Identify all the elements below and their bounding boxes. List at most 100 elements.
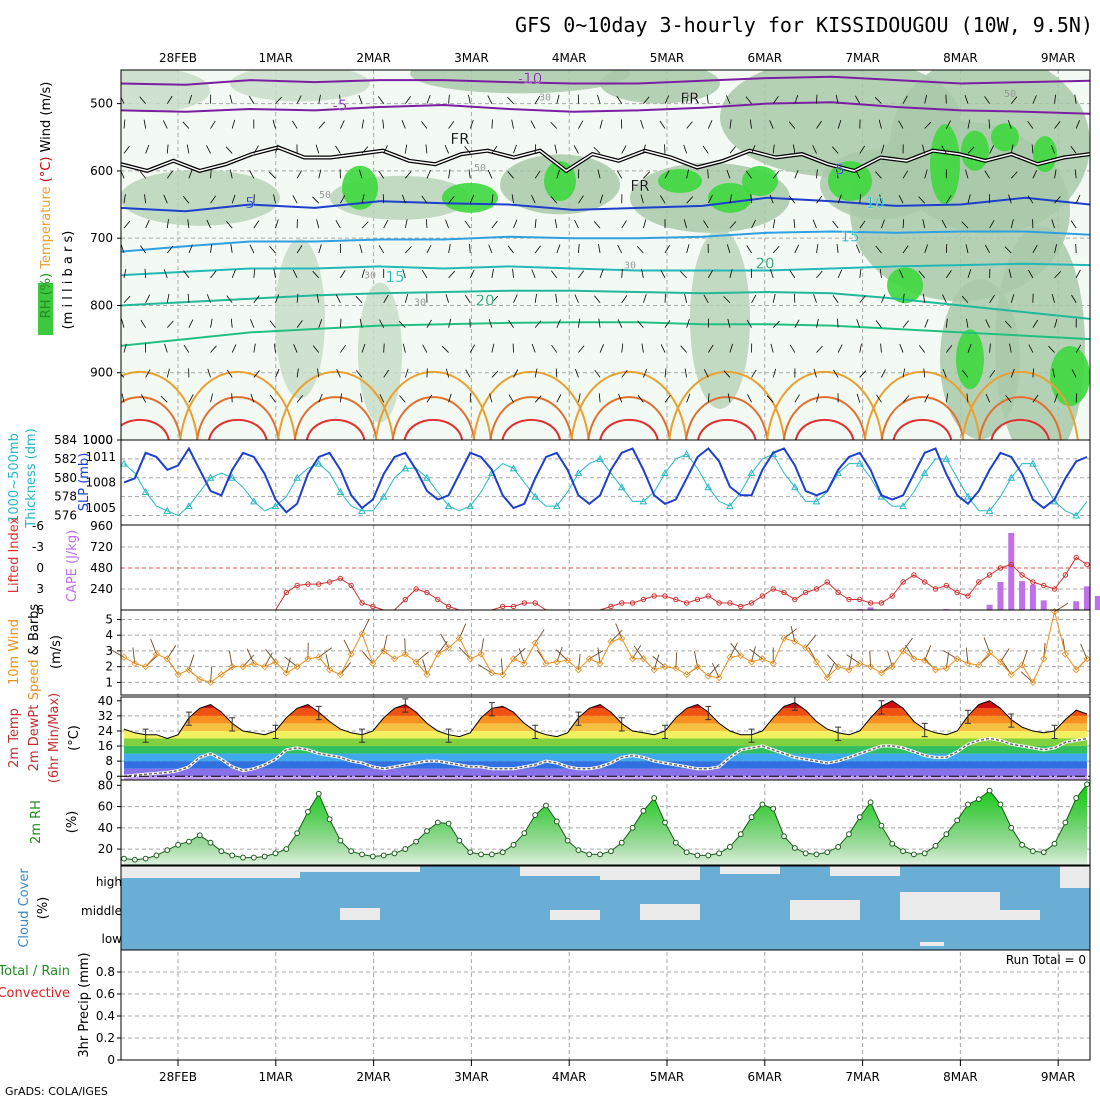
rh-marker xyxy=(250,854,257,861)
wind-barb xyxy=(967,119,971,129)
wind-barb xyxy=(491,268,494,278)
wind-barb xyxy=(489,393,493,403)
lifted-index-marker xyxy=(370,603,376,610)
cape-tick-label: 720 xyxy=(90,540,113,554)
minmax-whisker xyxy=(272,724,279,739)
lifted-index-marker xyxy=(1019,572,1025,578)
wind-speed-marker xyxy=(628,655,637,663)
thickness-marker xyxy=(336,487,345,495)
wind-barb xyxy=(879,268,882,278)
contour-label: 20 xyxy=(475,291,494,309)
axis-title: 3hr Precip (mm) xyxy=(77,952,92,1057)
wind-barb xyxy=(404,144,408,154)
panel-frame xyxy=(120,949,1091,1061)
wind-barb xyxy=(855,95,861,104)
axis-title: Lifted Index xyxy=(7,516,22,593)
wind-barb xyxy=(945,195,952,204)
wind-barb xyxy=(188,169,193,179)
wind-barb xyxy=(1004,320,1012,328)
lifted-index-marker xyxy=(705,593,711,599)
wind-barb xyxy=(683,144,688,154)
wind-barb xyxy=(166,644,177,660)
wind-barb xyxy=(680,345,687,353)
y-tick-label: 2 xyxy=(105,660,113,674)
wind-barb xyxy=(250,393,255,403)
wind-barb xyxy=(729,269,733,278)
wind-barb xyxy=(145,294,151,303)
minmax-whisker xyxy=(229,717,236,732)
lifted-index-marker xyxy=(500,603,506,610)
wind-barb xyxy=(121,96,125,104)
wind-barb xyxy=(343,639,352,655)
wind-barb xyxy=(1070,220,1077,229)
rh-marker xyxy=(391,850,398,857)
wind-speed-marker xyxy=(488,669,496,677)
y-tick-label: 16 xyxy=(98,739,113,753)
isotherm-line xyxy=(121,196,1090,213)
wind-barb xyxy=(874,97,882,104)
isotherm-arch xyxy=(179,371,297,440)
wind-barb xyxy=(837,344,843,353)
wind-barb xyxy=(729,194,732,204)
x-tick-label-bottom: 4MAR xyxy=(552,1070,587,1084)
rh-marker xyxy=(510,841,517,848)
wind-barb xyxy=(1075,269,1081,279)
wind-barb xyxy=(358,169,363,179)
minmax-whisker xyxy=(748,728,755,743)
wind-barb xyxy=(487,169,493,179)
wind-barb xyxy=(831,146,839,154)
minmax-whisker xyxy=(532,724,539,739)
wind-barb xyxy=(121,318,125,328)
wind-barb xyxy=(513,294,518,303)
wind-barb xyxy=(1032,170,1038,179)
rh-marker xyxy=(997,801,1004,808)
wind-barb xyxy=(942,294,947,303)
wind-barb xyxy=(144,194,147,204)
rh-marker xyxy=(1084,781,1090,788)
wind-barb xyxy=(875,320,882,328)
wind-barb xyxy=(296,293,299,303)
y-tick-label: 40 xyxy=(98,821,113,835)
wind-barb xyxy=(273,268,276,278)
wind-speed-marker xyxy=(336,670,344,679)
wind-speed-marker xyxy=(120,653,128,661)
wind-barb xyxy=(166,245,174,254)
wind-barb xyxy=(1054,318,1058,328)
wind-barb xyxy=(837,119,842,129)
wind-barb xyxy=(902,95,908,104)
x-tick-label-top: 7MAR xyxy=(845,51,880,65)
rh-marker xyxy=(153,852,160,859)
wind-barb xyxy=(707,120,713,129)
wind-barb xyxy=(794,244,800,254)
rh-high-area xyxy=(442,182,498,213)
wind-barb xyxy=(253,370,260,378)
wind-barb xyxy=(793,219,796,229)
y-tick-label: 24 xyxy=(98,724,113,738)
wind-barb xyxy=(703,220,709,229)
wind-barb xyxy=(985,319,990,328)
minmax-whisker xyxy=(142,728,149,743)
wind-barb xyxy=(989,294,995,303)
wind-barb xyxy=(335,294,341,303)
wind-barb xyxy=(633,645,644,660)
wind-barb xyxy=(1054,169,1057,179)
wind-barb xyxy=(426,319,432,328)
wind-barb xyxy=(924,121,932,129)
wind-barb xyxy=(123,145,130,154)
wind-barb xyxy=(789,344,796,353)
wind-barb xyxy=(642,294,647,303)
rh-marker xyxy=(521,830,528,837)
thickness-marker xyxy=(747,469,756,477)
lifted-index-marker xyxy=(402,596,409,603)
wind-barb xyxy=(121,373,125,378)
y-tick-label: 60 xyxy=(98,800,113,814)
wind-speed-marker xyxy=(639,655,647,663)
wind-barb xyxy=(833,369,839,378)
wind-barb xyxy=(296,368,299,378)
cloud-middle xyxy=(550,910,600,920)
wind-barb xyxy=(772,96,779,104)
wind-barb xyxy=(923,368,926,378)
thickness-marker xyxy=(704,483,713,491)
y-tick-label: 4 xyxy=(105,628,113,642)
wind-barb xyxy=(621,370,628,378)
